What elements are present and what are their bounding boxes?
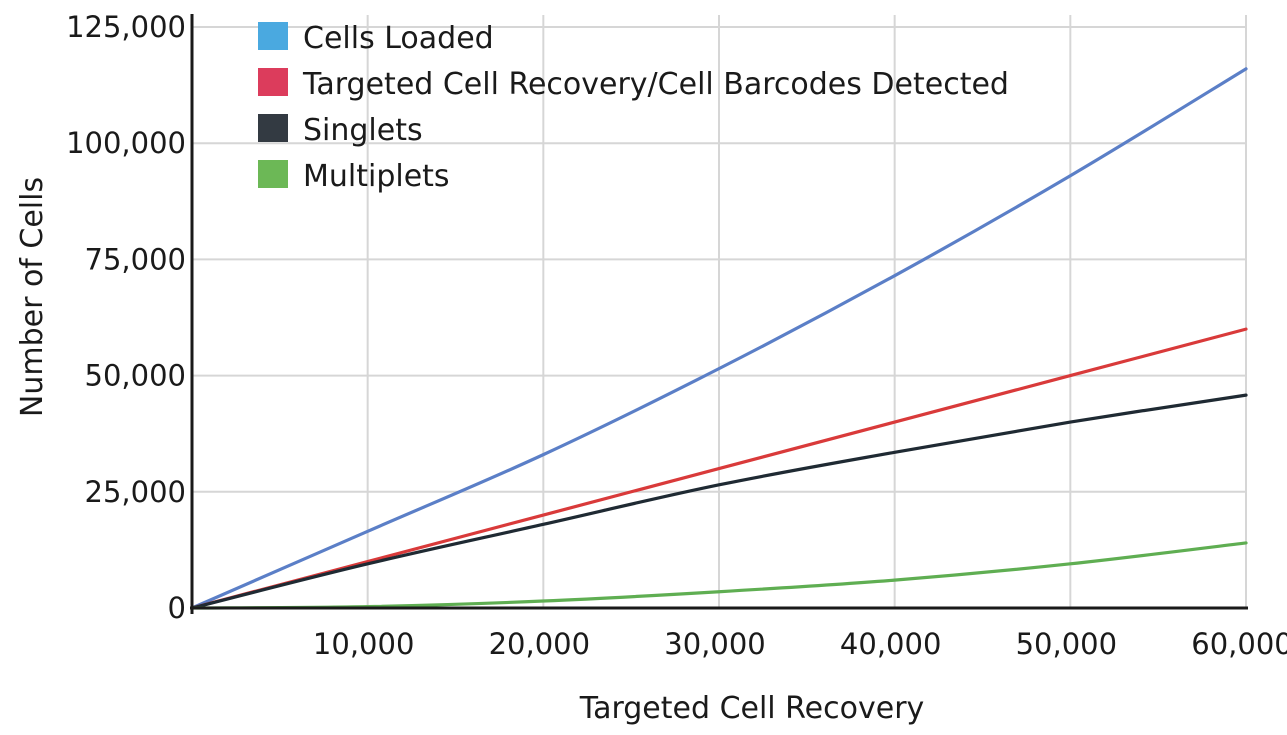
grid (192, 15, 1247, 608)
series-line-2 (190, 393, 1248, 610)
legend-label: Cells Loaded (303, 21, 494, 56)
legend-swatch (258, 68, 288, 96)
legend-label: Multiplets (303, 159, 450, 194)
y-tick-label: 25,000 (85, 475, 186, 509)
x-tick-labels: 10,000 20,000 30,000 40,000 50,000 60,000 (313, 627, 1287, 661)
series-line-0 (190, 67, 1248, 610)
x-axis-title: Targeted Cell Recovery (579, 691, 925, 726)
series-line-1 (190, 327, 1248, 610)
y-tick-label: 125,000 (66, 10, 186, 44)
legend-swatch (258, 160, 288, 188)
x-tick-label: 20,000 (489, 627, 590, 661)
y-tick-label: 0 (168, 591, 186, 625)
x-tick-label: 30,000 (664, 627, 765, 661)
y-tick-labels: 0 25,000 50,000 75,000 100,000 125,000 (66, 10, 186, 625)
legend: Cells Loaded Targeted Cell Recovery/Cell … (258, 21, 1009, 194)
axes (190, 14, 1248, 614)
legend-label: Singlets (303, 113, 423, 148)
legend-swatch (258, 22, 288, 50)
x-tick-label: 40,000 (840, 627, 941, 661)
x-tick-label: 10,000 (313, 627, 414, 661)
y-tick-label: 100,000 (66, 126, 186, 160)
x-tick-label: 50,000 (1016, 627, 1117, 661)
legend-swatch (258, 114, 288, 142)
y-axis-title: Number of Cells (15, 177, 50, 417)
series-lines (190, 67, 1248, 610)
y-tick-label: 75,000 (85, 242, 186, 276)
legend-label: Targeted Cell Recovery/Cell Barcodes Det… (302, 67, 1009, 102)
y-tick-label: 50,000 (85, 359, 186, 393)
x-tick-label: 60,000 (1191, 627, 1287, 661)
